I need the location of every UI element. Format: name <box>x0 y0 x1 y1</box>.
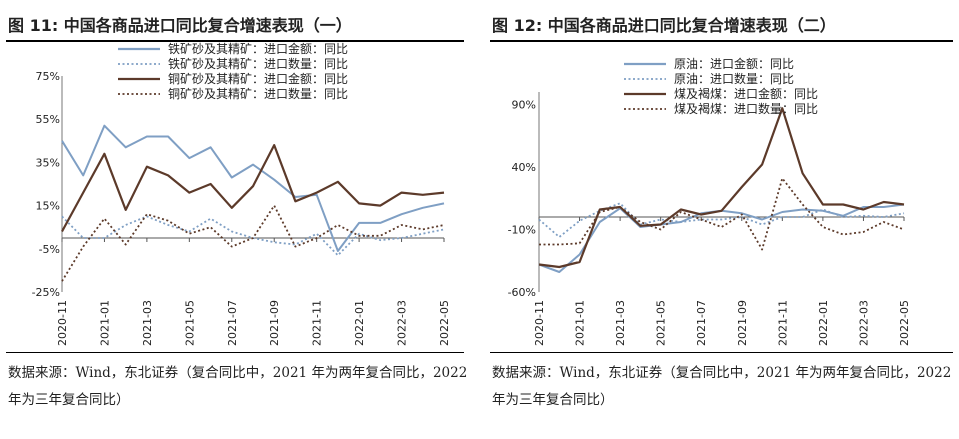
y-tick-label: -5% <box>39 243 60 256</box>
series-line <box>61 143 445 233</box>
x-tick-label: 2022-03 <box>857 300 870 346</box>
source-note: 数据来源：Wind，东北证券（复合同比中，2021 年为两年复合同比，2022 … <box>492 365 952 408</box>
series-line <box>539 177 905 251</box>
series-line <box>61 204 445 282</box>
x-tick-label: 2020-11 <box>56 300 69 346</box>
series-line <box>538 107 905 269</box>
legend-label: 铜矿砂及其精矿：进口数量：同比 <box>168 86 348 101</box>
y-tick-label: -60% <box>508 286 536 299</box>
x-tick-label: 2020-11 <box>533 300 546 346</box>
x-tick-label: 2022-01 <box>353 300 366 346</box>
legend-label: 煤及褐煤：进口金额：同比 <box>674 86 818 101</box>
x-tick-label: 2021-01 <box>98 300 111 346</box>
y-tick-label: 15% <box>36 200 60 213</box>
x-tick-label: 2021-01 <box>574 300 587 346</box>
y-tick-label: 55% <box>36 113 60 126</box>
source-rule <box>6 352 464 353</box>
x-tick-label: 2021-07 <box>695 300 708 346</box>
series-line <box>61 124 445 252</box>
y-tick-label: 35% <box>36 156 60 169</box>
x-tick-label: 2021-03 <box>141 300 154 346</box>
x-tick-label: 2021-09 <box>268 300 281 346</box>
legend-label: 铜矿砂及其精矿：进口金额：同比 <box>168 71 348 86</box>
source-rule <box>490 352 953 353</box>
x-tick-label: 2021-09 <box>736 300 749 346</box>
y-tick-label: -10% <box>508 224 536 237</box>
x-tick-label: 2021-03 <box>614 300 627 346</box>
source-note: 数据来源：Wind，东北证券（复合同比中，2021 年为两年复合同比，2022 … <box>8 365 468 408</box>
x-tick-label: 2021-05 <box>655 300 668 346</box>
figure-12: 图 12: 中国各商品进口同比复合增速表现（二） -60% -10% 40% 90% 2… <box>484 0 959 439</box>
y-tick-label: 90% <box>512 99 536 112</box>
series-line <box>61 215 445 257</box>
series-line <box>538 202 905 238</box>
legend-label: 铁矿砂及其精矿：进口金额：同比 <box>168 42 348 56</box>
title-rule <box>6 40 464 42</box>
x-tick-label: 2021-11 <box>776 300 789 346</box>
legend-label: 铁矿砂及其精矿：进口数量：同比 <box>168 56 348 71</box>
x-tick-label: 2021-07 <box>226 300 239 346</box>
line-chart: -25% -5% 15% 35% 55% 75% 2020-11 2021-01 2021-03… <box>32 42 451 346</box>
x-tick-label: 2021-05 <box>183 300 196 346</box>
x-tick-label: 2022-01 <box>817 300 830 346</box>
title-rule <box>490 40 953 42</box>
legend-label: 原油：进口数量：同比 <box>674 71 794 86</box>
x-tick-label: 2021-11 <box>311 300 324 346</box>
legend-label: 原油：进口金额：同比 <box>674 56 794 71</box>
x-tick-label: 2022-05 <box>898 300 911 346</box>
y-tick-label: 40% <box>512 161 536 174</box>
x-tick-label: 2022-05 <box>438 300 451 346</box>
y-tick-label: -25% <box>32 286 60 299</box>
legend-label: 煤及褐煤：进口数量：同比 <box>674 101 818 116</box>
y-tick-label: 75% <box>36 70 60 83</box>
line-chart: -60% -10% 40% 90% 2020-11 2021-01 2021-03 2021-… <box>508 56 911 346</box>
figure-title: 图 11: 中国各商品进口同比复合增速表现（一） <box>8 16 352 35</box>
x-tick-label: 2022-03 <box>396 300 409 346</box>
figure-title: 图 12: 中国各商品进口同比复合增速表现（二） <box>492 16 836 35</box>
figure-11: 图 11: 中国各商品进口同比复合增速表现（一） -25% -5% 15% 35% 55… <box>0 0 470 439</box>
